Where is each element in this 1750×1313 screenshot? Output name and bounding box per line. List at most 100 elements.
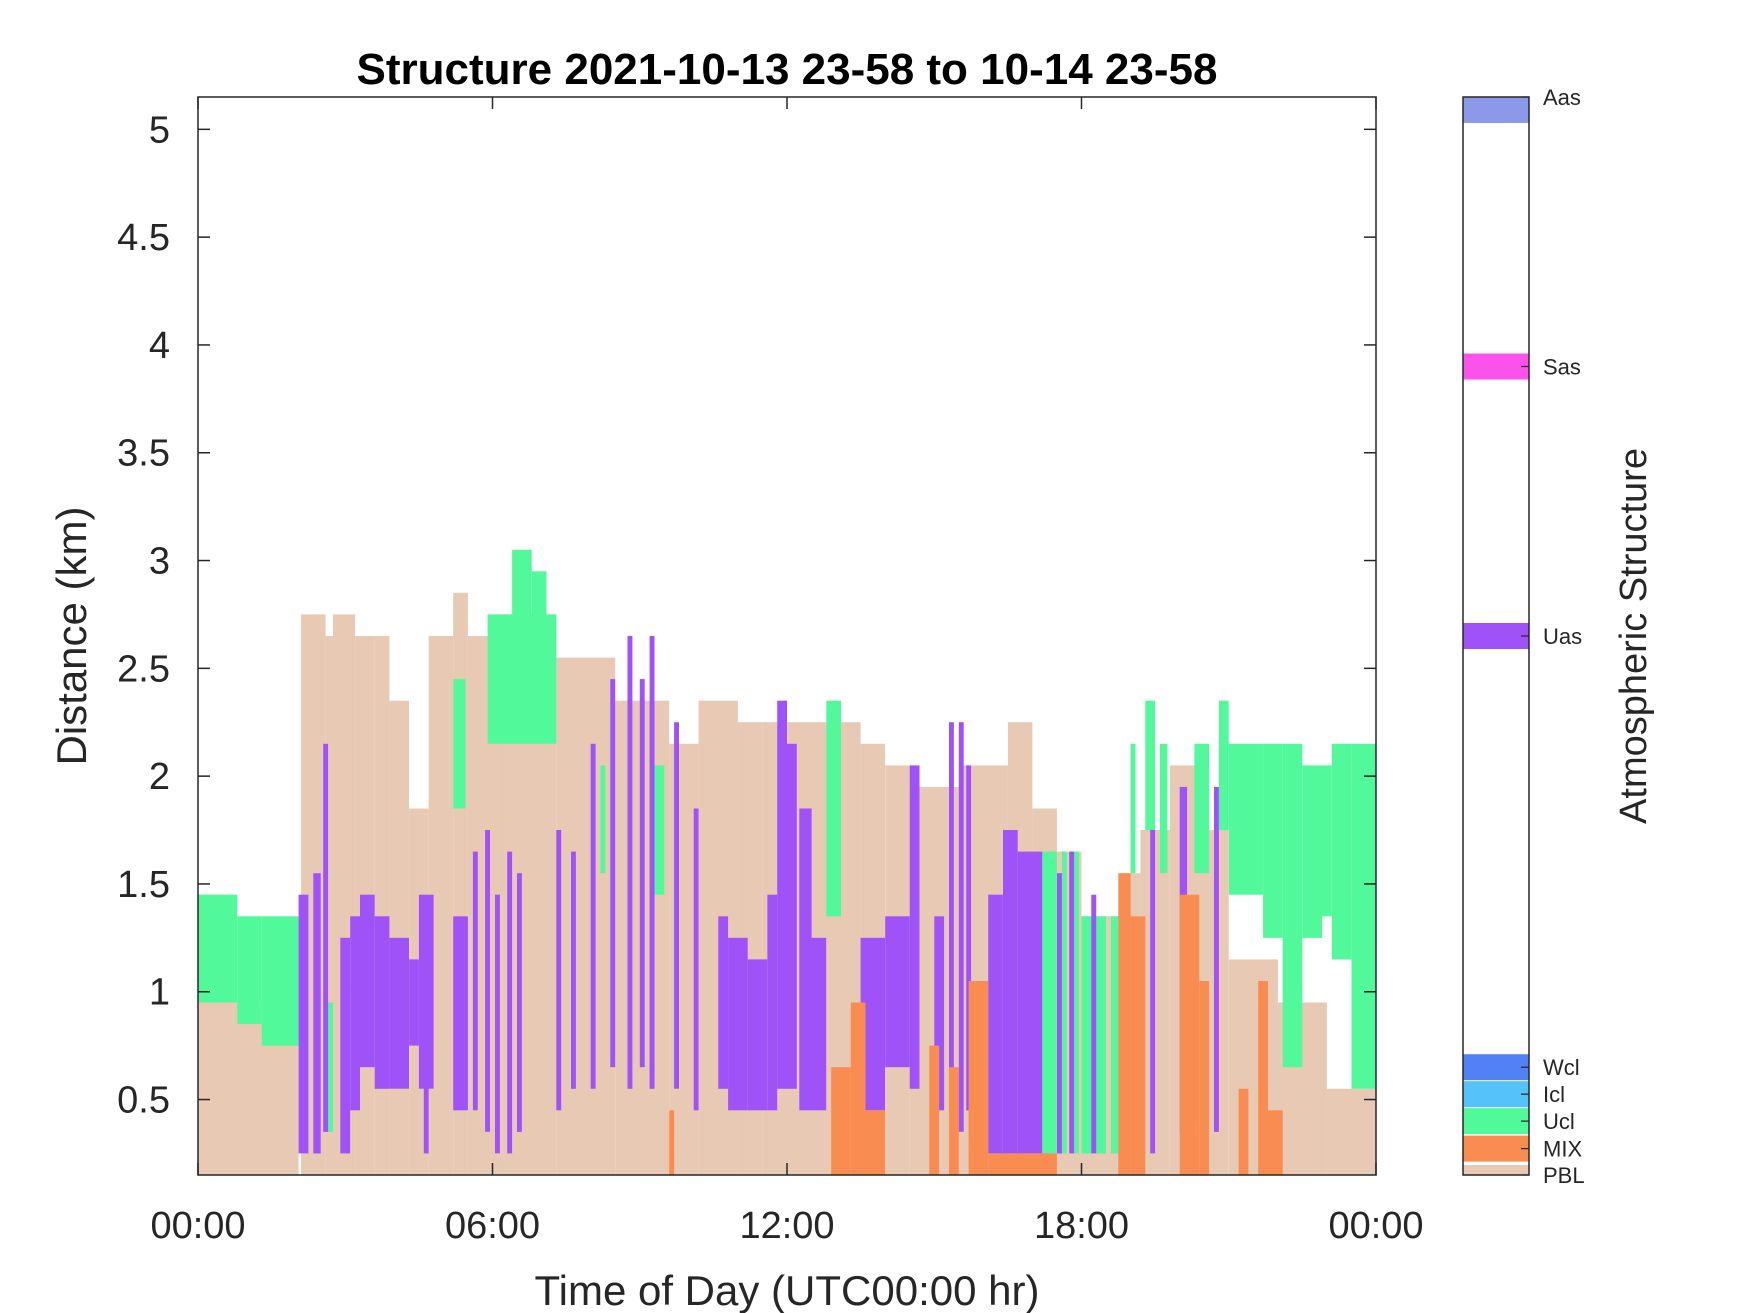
colorbar-swatch-wcl [1463,1054,1529,1081]
band-uas-10 [423,937,429,1154]
band-ucl-19 [1194,743,1210,874]
band-uas-31 [787,743,797,1089]
plot-area [198,549,1376,1175]
x-tick-label-3: 18:00 [1034,1205,1129,1247]
y-tick-label-7: 4 [149,325,170,367]
y-tick-label-2: 1.5 [117,864,170,906]
colorbar-swatch-aas [1463,97,1529,123]
band-mix-5 [949,1067,959,1175]
band-ucl-10 [826,700,841,917]
x-tick-label-4: 00:00 [1328,1205,1423,1247]
band-ucl-7 [531,571,547,701]
band-mix-0 [669,1110,675,1175]
band-uas-19 [590,743,596,1089]
band-uas-41 [988,894,1003,1154]
band-uas-36 [909,765,920,1089]
band-uas-30 [777,700,787,1089]
x-tick-label-0: 00:00 [150,1205,245,1247]
band-ucl-11 [1042,851,1057,1154]
colorbar-label-aas: Aas [1543,85,1581,110]
band-uas-5 [360,894,375,1068]
band-uas-25 [693,808,699,1111]
band-uas-27 [728,937,748,1111]
band-uas-23 [649,636,655,1089]
y-tick-label-6: 3.5 [117,433,170,475]
band-uas-26 [718,916,729,1089]
band-uas-14 [495,894,500,1154]
band-mix-10 [1179,894,1200,1175]
band-uas-15 [507,851,513,1154]
colorbar-swatch-uas [1463,623,1529,649]
band-ucl-26 [1331,743,1352,960]
colorbar-frame [1462,96,1530,1176]
band-uas-7 [389,937,409,1089]
band-mix-4 [929,1045,940,1175]
band-uas-42 [1003,830,1018,1154]
band-uas-4 [350,916,360,1111]
y-tick-label-4: 2.5 [117,648,170,690]
y-tick-label-5: 3 [149,541,170,583]
colorbar-label-pbl: PBL [1543,1163,1585,1188]
band-mix-1 [831,1067,851,1175]
band-pbl-12 [556,657,616,1175]
band-pbl-2 [325,636,333,1175]
band-ucl-23 [1282,743,1303,1068]
colorbar-swatch-sas [1463,353,1529,380]
band-uas-11 [453,916,468,1111]
band-uas-45 [1069,851,1075,1154]
band-ucl-16 [1130,743,1136,874]
band-ucl-0 [198,894,238,1003]
colorbar-label-uas: Uas [1543,624,1582,649]
band-mix-6 [968,981,989,1175]
band-uas-28 [747,959,768,1111]
band-uas-43 [1017,851,1043,1154]
band-uas-33 [811,937,827,1111]
colorbar-label: Atmospheric Structure [1613,448,1655,824]
band-pbl-5 [374,636,390,1175]
y-tick-label-9: 5 [149,109,170,151]
band-ucl-8 [600,765,606,874]
band-uas-1 [313,873,321,1154]
y-tick-labels: 0.5 1 1.5 2 2.5 3 3.5 4 4.5 5 [117,109,170,1121]
band-ucl-27 [1351,743,1376,1089]
band-mix-13 [1258,981,1268,1175]
band-ucl-21 [1228,743,1264,895]
band-uas-0 [298,894,309,1154]
colorbar-swatch-ucl [1463,1108,1529,1135]
band-ucl-18 [1160,743,1168,874]
band-uas-37 [934,916,945,1111]
band-uas-29 [767,894,778,1111]
band-uas-39 [958,722,964,1132]
band-uas-24 [674,722,679,1089]
band-ucl-17 [1145,700,1156,831]
band-uas-38 [949,722,954,1154]
band-uas-12 [472,851,478,1111]
band-uas-32 [799,808,812,1111]
band-ucl-4 [453,679,466,809]
band-uas-20 [610,679,616,1068]
band-uas-6 [374,916,390,1089]
band-ucl-3 [325,1002,333,1132]
band-mix-11 [1199,981,1210,1175]
band-uas-47 [1150,830,1156,1154]
band-ucl-6 [512,549,532,680]
band-uas-8 [409,959,419,1046]
band-pbl-28 [1140,830,1170,1175]
band-ucl-2 [261,916,299,1046]
colorbar-swatch-mix [1463,1135,1529,1162]
band-ucl-22 [1263,743,1283,938]
colorbar-label-mix: MIX [1543,1137,1582,1162]
x-tick-label-1: 06:00 [445,1205,540,1247]
band-uas-44 [1057,873,1062,1154]
y-tick-label-0: 0.5 [117,1080,170,1122]
y-tick-label-1: 1 [149,972,170,1014]
band-uas-16 [517,873,522,1132]
y-tick-label-3: 2 [149,756,170,798]
y-tick-label-8: 4.5 [117,217,170,259]
band-uas-13 [485,830,490,1132]
band-ucl-15 [1111,916,1119,1154]
band-uas-40 [966,765,972,1111]
colorbar-swatch-pbl [1463,1165,1529,1175]
